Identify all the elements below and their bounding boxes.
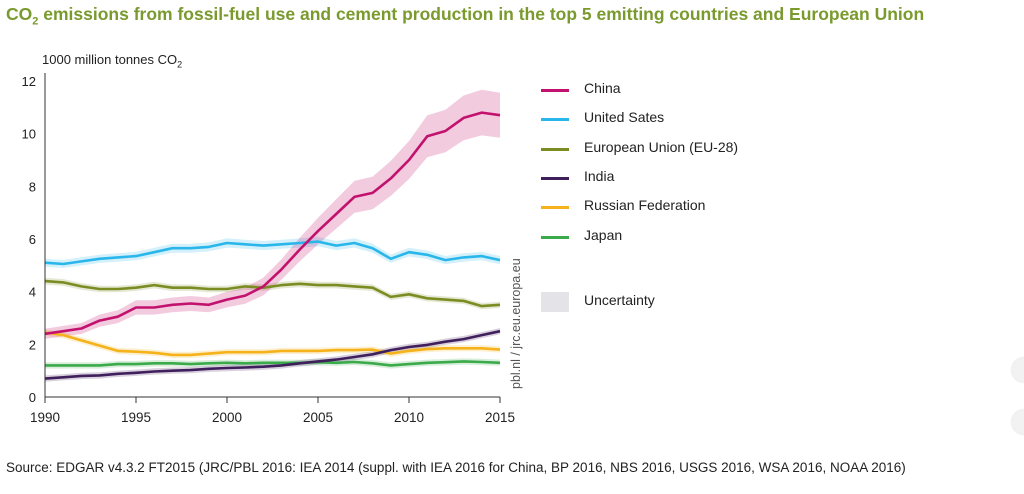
uncertainty-band-china bbox=[45, 89, 500, 339]
legend-line-russia bbox=[541, 206, 569, 210]
uncertainty-bands bbox=[45, 89, 500, 382]
legend-label-uncertainty: Uncertainty bbox=[584, 292, 655, 308]
y-tick-label: 2 bbox=[29, 337, 36, 352]
legend-line-japan bbox=[541, 235, 569, 239]
series-line-india bbox=[44, 329, 501, 380]
y-tick-label: 8 bbox=[29, 179, 36, 194]
uncertainty-band-india bbox=[45, 328, 500, 382]
y-tick-label: 12 bbox=[22, 74, 36, 89]
side-scroll-button[interactable] bbox=[1012, 358, 1024, 382]
series-line-china bbox=[44, 111, 501, 336]
legend-swatch-uncertainty bbox=[541, 292, 569, 312]
y-tick-label: 4 bbox=[29, 285, 36, 300]
x-tick-label: 1990 bbox=[30, 410, 60, 425]
chart-title: CO2 emissions from fossil-fuel use and c… bbox=[6, 4, 925, 28]
y-tick-label: 0 bbox=[29, 390, 36, 405]
x-tick-label: 1995 bbox=[121, 410, 151, 425]
x-tick-label: 2015 bbox=[485, 410, 515, 425]
watermark-text: pbl.nl / jrc.eu.europa.eu bbox=[509, 258, 523, 389]
y-axis-unit-label: 1000 million tonnes CO2 bbox=[42, 52, 183, 70]
series-line-japan bbox=[45, 360, 501, 367]
legend-label-russia: Russian Federation bbox=[584, 197, 706, 214]
legend-line-india bbox=[541, 176, 569, 180]
x-tick-label: 2000 bbox=[212, 410, 242, 425]
x-tick-label: 2005 bbox=[303, 410, 333, 425]
legend-label-eu: European Union (EU-28) bbox=[584, 138, 739, 155]
legend-label-usa: United Sates bbox=[584, 109, 665, 126]
y-tick-label: 10 bbox=[22, 127, 36, 142]
series-line-eu bbox=[44, 279, 501, 308]
axes: 0 2 4 6 8 10 12 1990 1995 2000 2005 2010 2015 bbox=[22, 73, 515, 425]
legend-line-eu bbox=[541, 147, 569, 151]
series-lines bbox=[44, 111, 501, 380]
legend-label-japan: Japan bbox=[584, 226, 623, 243]
side-scroll-button[interactable] bbox=[1012, 410, 1024, 434]
legend-label-china: China bbox=[584, 80, 621, 96]
legend-line-usa bbox=[541, 118, 569, 122]
series-line-russia bbox=[44, 331, 501, 357]
uncertainty-band-usa bbox=[45, 237, 500, 268]
series-line-usa bbox=[44, 240, 501, 266]
source-note: Source: EDGAR v4.3.2 FT2015 (JRC/PBL 201… bbox=[6, 460, 906, 475]
y-tick-label: 6 bbox=[29, 232, 36, 247]
legend-line-china bbox=[541, 89, 569, 92]
x-tick-label: 2010 bbox=[394, 410, 424, 425]
legend-label-india: India bbox=[584, 167, 615, 184]
